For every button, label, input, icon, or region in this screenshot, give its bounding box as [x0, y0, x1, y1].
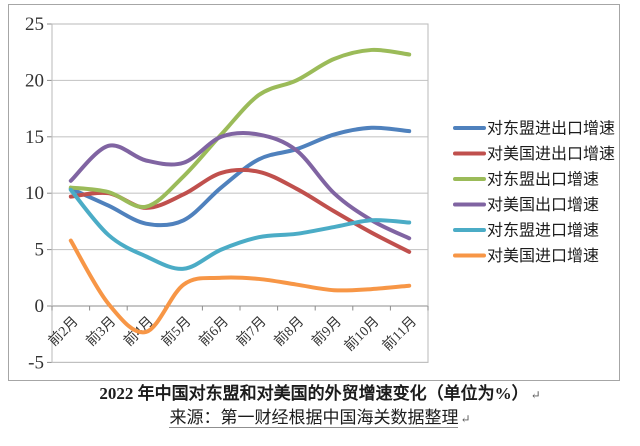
caption-source: 来源：第一财经根据中国海关数据整理 — [169, 408, 459, 428]
caption-source-line: 来源：第一财经根据中国海关数据整理 ↵ — [0, 407, 640, 430]
y-axis-label: 20 — [25, 70, 44, 91]
series-line-asean-import — [68, 187, 412, 271]
series-line-us-import — [68, 238, 412, 335]
legend-label-us-total: 对美国进出口增速 — [487, 145, 615, 163]
caption-title-line: 2022 年中国对东盟和对美国的外贸增速变化（单位为%） ↵ — [0, 383, 640, 406]
series-line-asean-export — [68, 47, 412, 209]
y-axis-label: 10 — [25, 183, 44, 204]
series-line-us-export — [68, 131, 412, 241]
legend-label-us-export: 对美国出口增速 — [487, 196, 599, 214]
y-axis-label: 15 — [25, 127, 44, 148]
plot-area-border — [51, 23, 429, 363]
chart-caption: 2022 年中国对东盟和对美国的外贸增速变化（单位为%） ↵ 来源：第一财经根据中… — [0, 383, 640, 430]
paragraph-mark: ↵ — [460, 412, 471, 426]
legend-label-asean-export: 对东盟出口增速 — [487, 171, 599, 189]
y-axis-label: 25 — [25, 14, 44, 35]
y-axis-label: -5 — [28, 352, 44, 373]
legend-label-us-import: 对美国进口增速 — [487, 247, 599, 265]
series-line-asean-total — [68, 125, 412, 228]
legend-label-asean-import: 对东盟进口增速 — [487, 222, 599, 240]
y-axis-label: 0 — [35, 296, 45, 317]
y-axis-label: 5 — [35, 240, 45, 261]
caption-title: 2022 年中国对东盟和对美国的外贸增速变化（单位为%） — [99, 384, 529, 403]
paragraph-mark: ↵ — [530, 388, 541, 402]
legend-label-asean-total: 对东盟进出口增速 — [487, 120, 615, 138]
